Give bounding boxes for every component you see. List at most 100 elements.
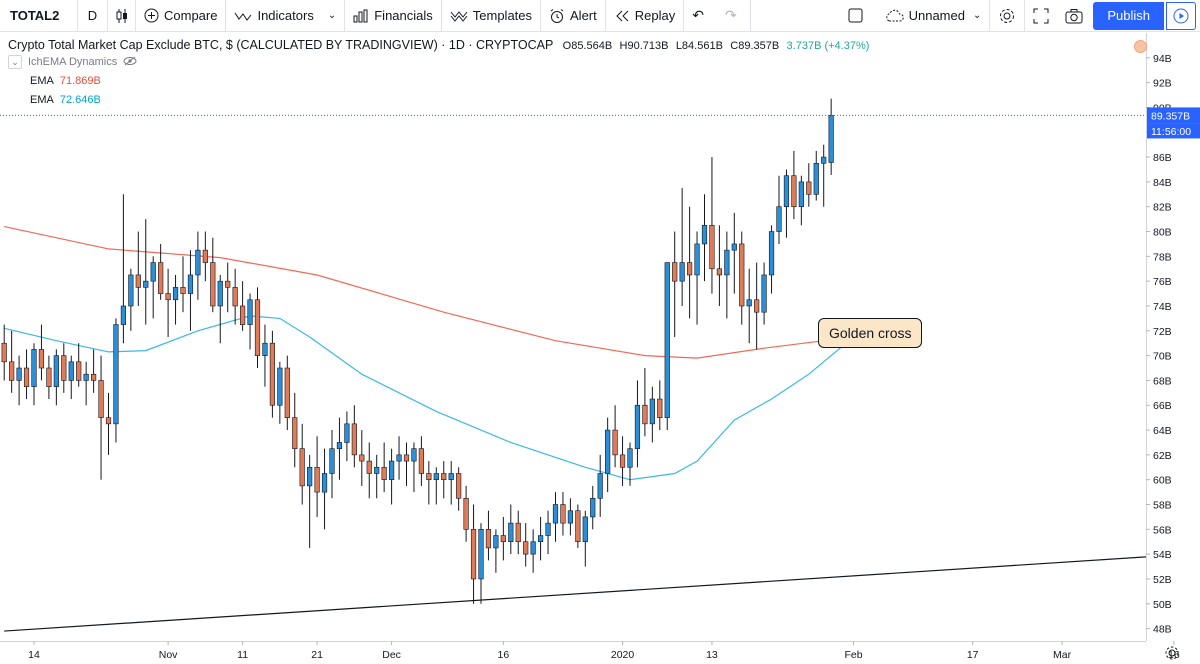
ema-fast-label: EMA xyxy=(30,94,54,106)
financials-button[interactable]: Financials xyxy=(345,0,442,32)
candle-body xyxy=(9,361,15,381)
layout-name-label: Unnamed xyxy=(908,8,965,23)
countdown-tag xyxy=(1147,123,1200,139)
candle-body xyxy=(68,361,74,381)
candle-body xyxy=(508,522,514,543)
countdown-tag-text: 11:56:00 xyxy=(1151,126,1191,138)
undo-button[interactable]: ↶ xyxy=(684,0,717,32)
candle-body xyxy=(806,181,812,195)
candle-body xyxy=(694,243,700,276)
publish-button[interactable]: Publish xyxy=(1093,1,1164,30)
candle-body xyxy=(83,373,89,381)
candle-body xyxy=(582,516,588,543)
candle-body xyxy=(500,535,506,543)
redo-button[interactable]: ↷ xyxy=(717,0,751,32)
collapse-indicators-icon[interactable]: ⌄ xyxy=(8,55,22,69)
price-tick-label: 64B xyxy=(1153,425,1172,437)
candle-body xyxy=(575,510,581,543)
replay-button[interactable]: Replay xyxy=(606,0,685,32)
legend-high: H90.713B xyxy=(619,40,669,52)
axis-settings-gear-icon[interactable] xyxy=(1165,646,1179,660)
candle-body xyxy=(783,175,790,208)
eye-slash-icon[interactable] xyxy=(123,56,137,69)
top-toolbar: TOTAL2 D Compare Indicators ⌄ Financials… xyxy=(0,0,1200,32)
plot-layer xyxy=(0,98,1146,632)
candle-body xyxy=(38,349,45,369)
symbol-search[interactable]: TOTAL2 xyxy=(0,0,78,32)
replay-label: Replay xyxy=(634,8,676,23)
price-tick-label: 86B xyxy=(1153,152,1172,164)
candle-body xyxy=(418,448,425,474)
candle-body xyxy=(76,361,82,381)
price-tick-label: 84B xyxy=(1153,177,1172,189)
alert-label: Alert xyxy=(570,8,597,23)
legend-open: O85.564B xyxy=(562,40,613,52)
candle-body xyxy=(731,243,737,251)
candle-body xyxy=(828,115,834,163)
last-price-tag-text: 89.357B xyxy=(1151,110,1190,122)
golden-cross-callout[interactable]: Golden cross xyxy=(818,318,923,348)
price-tick-label: 58B xyxy=(1153,500,1172,512)
chart-type-button[interactable] xyxy=(108,0,136,32)
candle-body xyxy=(530,541,536,555)
snapshot-button[interactable] xyxy=(1057,0,1091,32)
redo-icon: ↷ xyxy=(724,7,737,23)
candle-body xyxy=(657,398,663,418)
candle-body xyxy=(448,473,454,480)
price-tick-label: 56B xyxy=(1153,524,1172,536)
price-tick-label: 78B xyxy=(1153,251,1172,263)
indicator-name[interactable]: IchEMA Dynamics xyxy=(28,56,118,68)
candle-body xyxy=(277,367,283,406)
fullscreen-button[interactable] xyxy=(1025,0,1057,32)
time-tick-label: Mar xyxy=(1053,649,1072,661)
candle-body xyxy=(113,324,119,425)
support-trendline xyxy=(4,556,1146,632)
compare-button[interactable]: Compare xyxy=(136,0,227,32)
candle-body xyxy=(195,249,201,276)
candle-body xyxy=(403,454,410,462)
ema-slow-value: 71.869B xyxy=(59,75,101,87)
templates-button[interactable]: Templates xyxy=(442,0,542,32)
price-tick-label: 52B xyxy=(1153,574,1172,586)
price-tick-label: 50B xyxy=(1153,599,1172,611)
layout-toggle-button[interactable] xyxy=(840,0,876,32)
ema-slow-label: EMA xyxy=(30,75,54,87)
alert-button[interactable]: Alert xyxy=(541,0,606,32)
candle-body xyxy=(158,262,164,294)
candle-body xyxy=(619,454,626,468)
chart-area[interactable]: 48B 50B 52B 54B 56B 58B 60B 62B 64B 66B 68B 70B 72B 7… xyxy=(0,33,1200,664)
candle-body xyxy=(23,367,30,387)
publish-play-button[interactable] xyxy=(1166,1,1196,30)
candle-body xyxy=(53,355,59,387)
chevron-down-icon[interactable]: ⌄ xyxy=(327,10,337,21)
candle-body xyxy=(605,429,611,474)
candle-body xyxy=(798,181,804,208)
candle-body xyxy=(329,448,335,474)
data-status-icon[interactable] xyxy=(1134,40,1147,53)
candle-body xyxy=(232,287,238,307)
candle-body xyxy=(701,225,708,245)
legend-low: L84.561B xyxy=(675,40,723,52)
indicator-legend-row[interactable]: ⌄ IchEMA Dynamics xyxy=(8,55,137,69)
candle-body xyxy=(240,305,246,325)
indicators-icon xyxy=(234,9,252,23)
candle-body xyxy=(98,380,104,418)
candle-body xyxy=(307,466,313,487)
candle-body xyxy=(381,466,387,480)
price-chart[interactable]: 48B 50B 52B 54B 56B 58B 60B 62B 64B 66B 68B 70B 72B 7… xyxy=(0,33,1200,664)
candle-body xyxy=(366,460,372,474)
time-tick-label: 13 xyxy=(706,649,718,661)
candle-body xyxy=(374,466,380,474)
last-price-tag xyxy=(1147,107,1200,124)
candle-body xyxy=(567,510,573,524)
interval-selector[interactable]: D xyxy=(78,0,108,32)
candle-body xyxy=(456,473,462,499)
candle-body xyxy=(1,342,7,363)
layout-name-selector[interactable]: Unnamed ⌄ xyxy=(876,0,991,32)
compare-label: Compare xyxy=(164,8,218,23)
indicators-button[interactable]: Indicators ⌄ xyxy=(226,0,346,32)
settings-button[interactable] xyxy=(990,0,1026,32)
candle-body xyxy=(91,373,97,381)
candle-body xyxy=(292,417,298,449)
financials-label: Financials xyxy=(374,8,433,23)
